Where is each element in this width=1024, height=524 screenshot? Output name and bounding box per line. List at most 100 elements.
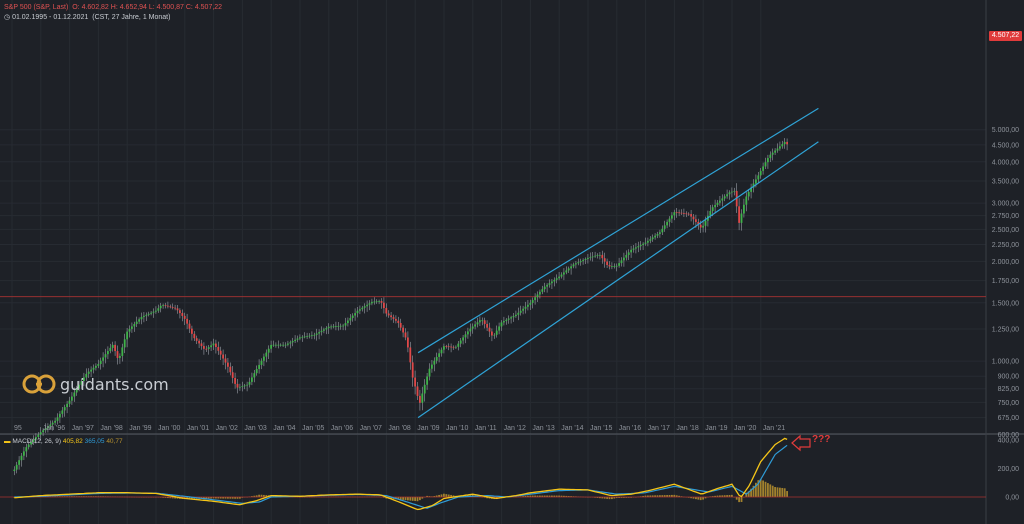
candle-body — [291, 341, 294, 343]
candle-body — [224, 358, 227, 363]
candle-body — [147, 313, 150, 315]
macd-hist-bar — [402, 497, 405, 500]
candle-body — [503, 321, 505, 323]
candle-body — [692, 216, 695, 220]
macd-hist-bar — [599, 497, 601, 499]
candle-body — [407, 337, 409, 348]
macd-y-tick-label: 0,00 — [1005, 495, 1019, 502]
candle-body — [308, 335, 311, 337]
macd-hist-bar — [611, 497, 613, 500]
candle-body — [481, 320, 484, 322]
candle-body — [78, 384, 81, 389]
candle-body — [140, 316, 143, 320]
candle-body — [476, 322, 479, 325]
macd-hist-bar — [666, 495, 669, 497]
candle-body — [126, 331, 129, 340]
last-price-tag: 4.507,22 — [989, 31, 1022, 41]
candle-body — [378, 301, 381, 302]
candle-body — [390, 315, 393, 318]
candle-body — [697, 221, 700, 225]
candle-body — [726, 194, 729, 197]
candle-body — [678, 212, 681, 214]
candle-body — [721, 198, 724, 201]
macd-hist-bar — [695, 497, 697, 500]
y-tick-label: 1.750,00 — [992, 278, 1019, 285]
macd-hist-bar — [563, 495, 565, 497]
macd-hist-bar — [673, 494, 676, 497]
x-tick-label: Jan '20 — [734, 425, 756, 432]
candle-body — [311, 335, 313, 337]
candle-body — [222, 354, 225, 359]
macd-hist-bar — [541, 495, 544, 497]
clock-icon: ◷ — [4, 14, 11, 21]
candle-body — [524, 306, 527, 309]
candle-body — [527, 304, 529, 307]
y-tick-label: 2.250,00 — [992, 242, 1019, 249]
candle-body — [589, 257, 592, 258]
candle-body — [695, 219, 697, 222]
candle-body — [771, 152, 774, 155]
candle-body — [25, 447, 28, 452]
macd-hist-bar — [651, 495, 654, 497]
macd-hist-bar — [522, 496, 525, 497]
macd-hist-bar — [719, 495, 721, 497]
macd-hist-bar — [663, 495, 666, 497]
candle-body — [47, 426, 49, 429]
candle-body — [210, 345, 213, 348]
candle-body — [95, 365, 97, 368]
candle-body — [767, 158, 769, 163]
candle-body — [303, 336, 306, 338]
candle-body — [128, 328, 131, 332]
candle-body — [203, 346, 205, 349]
candle-body — [195, 338, 198, 341]
candle-body — [519, 310, 522, 313]
x-tick-label: Jan '06 — [331, 425, 353, 432]
candle-body — [637, 246, 640, 248]
x-tick-label: Jan '11 — [475, 425, 497, 432]
candle-body — [647, 240, 649, 243]
x-tick-label: Jan '04 — [273, 425, 295, 432]
macd-hist-bar — [255, 495, 258, 497]
candle-body — [567, 268, 570, 271]
candle-body — [111, 344, 114, 348]
macd-hist-bar — [536, 495, 539, 497]
candle-body — [342, 325, 345, 327]
macd-y-tick-label: 200,00 — [998, 466, 1020, 473]
candle-body — [680, 212, 683, 214]
candle-body — [205, 348, 208, 350]
ohlc-values: O: 4.602,82 H: 4.652,94 L: 4.500,87 C: 4… — [72, 4, 223, 11]
candle-body — [666, 221, 669, 226]
guidants-logo: guidants.com — [22, 372, 169, 396]
candle-body — [37, 434, 40, 438]
y-tick-label: 5.000,00 — [992, 127, 1019, 134]
candle-body — [551, 281, 553, 284]
macd-hist-bar — [716, 495, 719, 497]
candle-body — [167, 305, 169, 307]
candle-body — [723, 196, 726, 199]
y-tick-label: 4.000,00 — [992, 159, 1019, 166]
candle-body — [459, 340, 462, 344]
macd-hist-bar — [731, 494, 733, 497]
candle-body — [539, 291, 541, 295]
candle-body — [414, 377, 417, 387]
macd-hist-bar — [702, 497, 705, 500]
candle-body — [483, 320, 486, 324]
candle-body — [279, 344, 282, 346]
candle-body — [150, 312, 153, 314]
candles — [13, 138, 789, 476]
candle-body — [623, 257, 625, 261]
candle-body — [491, 331, 493, 336]
macd-hist-bar — [414, 497, 417, 502]
candle-body — [738, 206, 741, 223]
candle-body — [299, 337, 301, 339]
candle-body — [565, 270, 568, 273]
candle-body — [212, 343, 215, 346]
candle-body — [659, 232, 661, 234]
candle-body — [675, 212, 678, 213]
candle-body — [776, 148, 779, 151]
macd-hist-bar — [560, 495, 563, 497]
candle-body — [630, 249, 633, 253]
candle-body — [49, 424, 52, 427]
candle-body — [121, 347, 124, 357]
